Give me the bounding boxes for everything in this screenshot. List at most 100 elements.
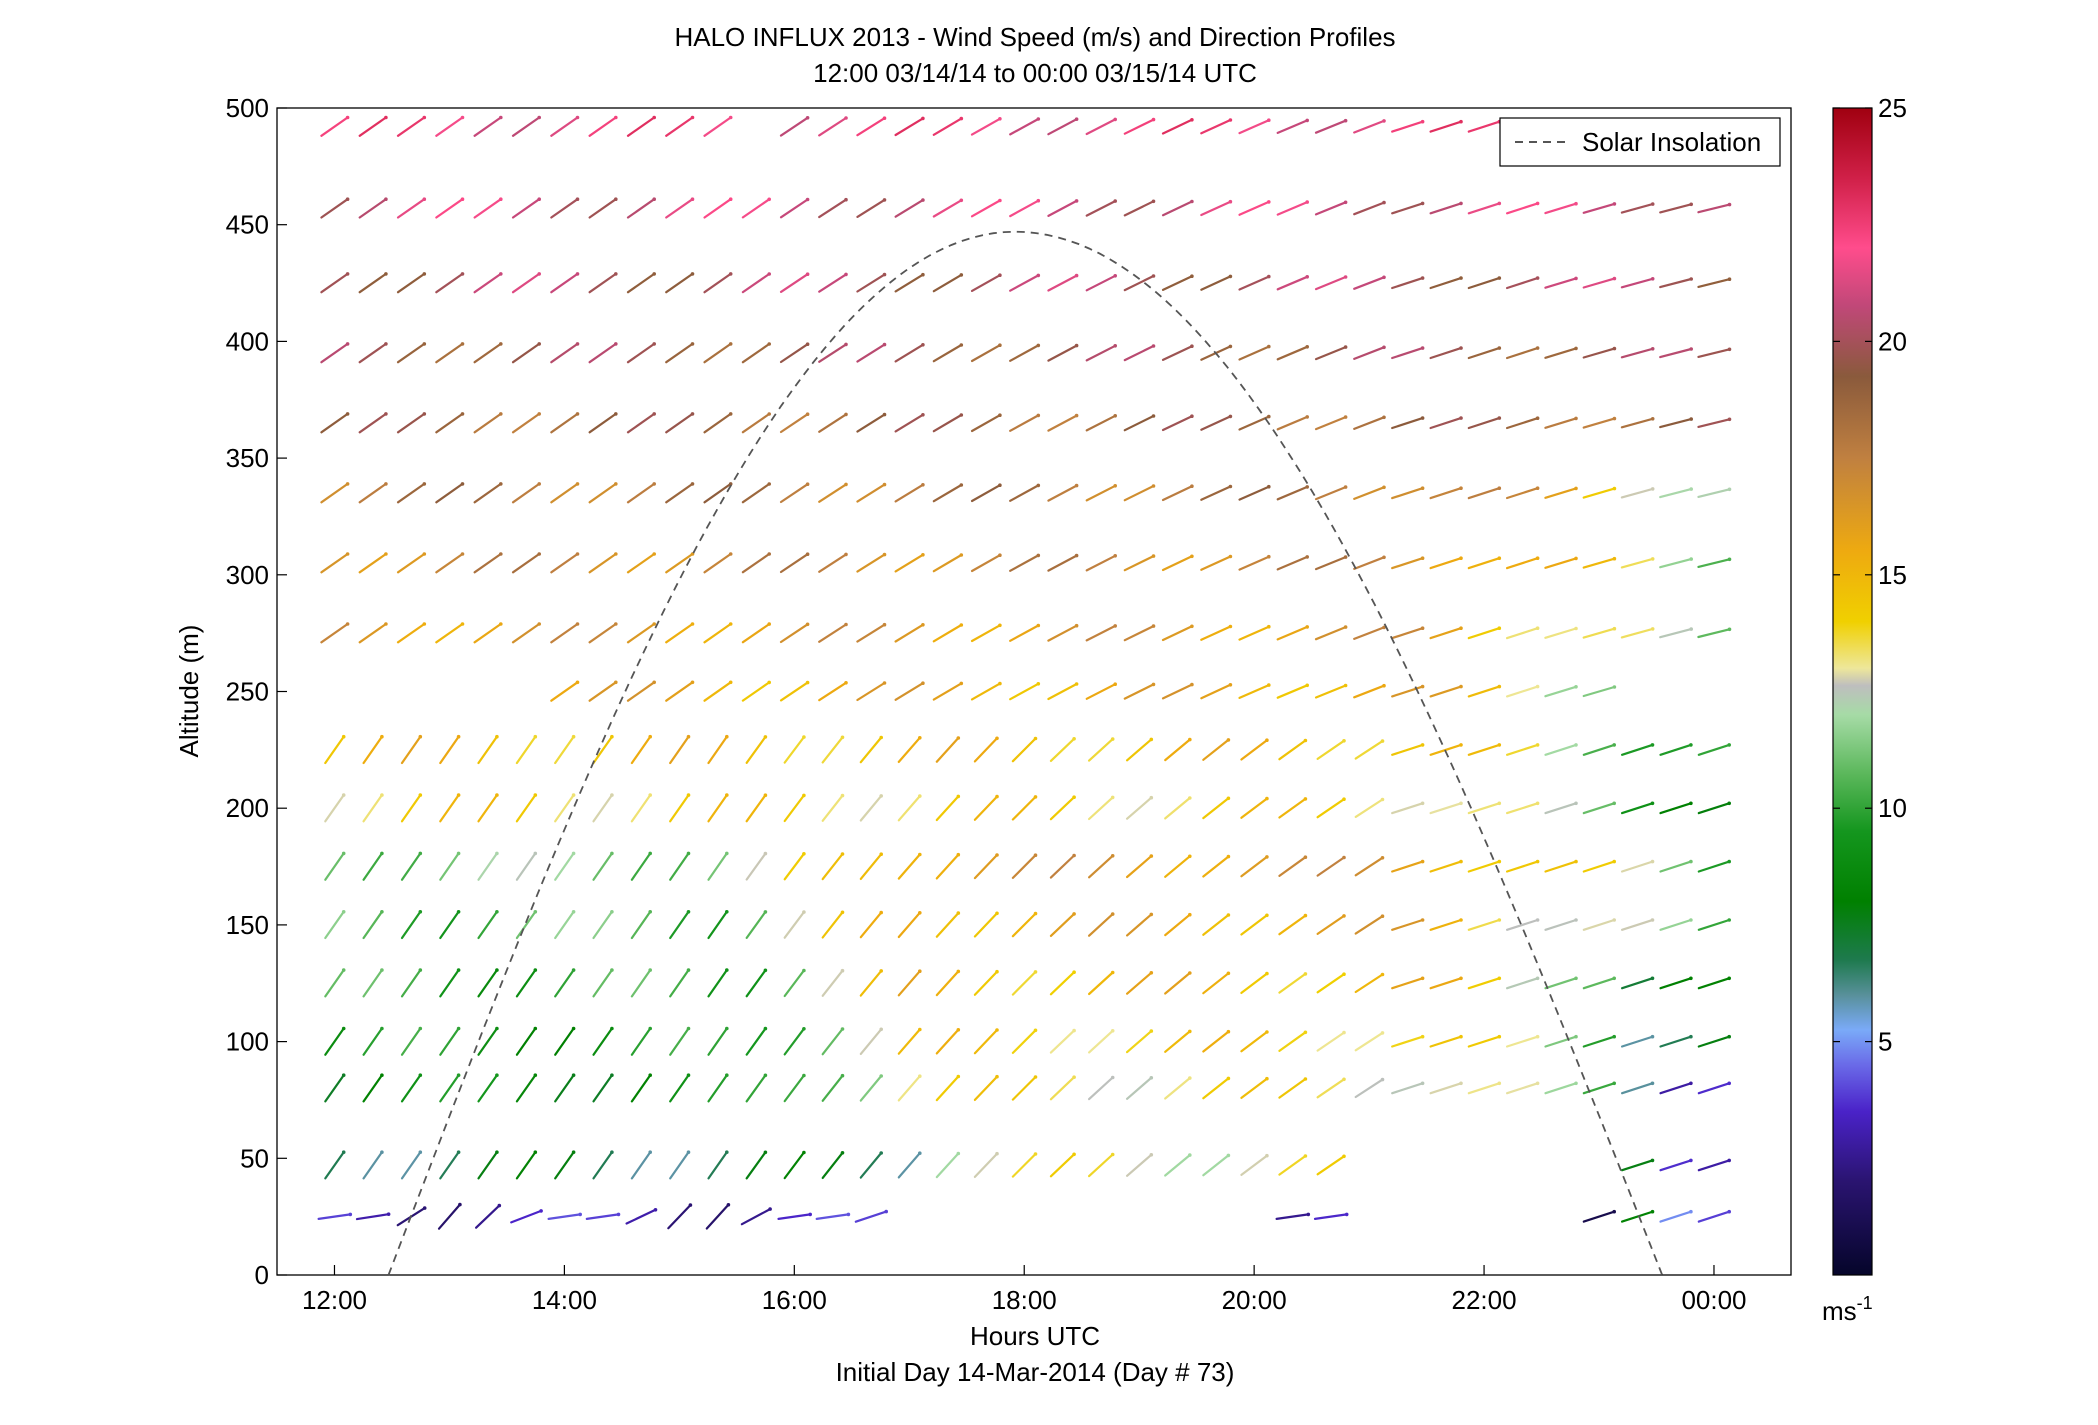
wind-arrow-head bbox=[1033, 736, 1038, 741]
wind-arrow-shaft bbox=[970, 554, 1002, 573]
wind-arrow-head bbox=[882, 412, 887, 417]
wind-arrow-head bbox=[1689, 976, 1693, 981]
wind-arrow bbox=[897, 1027, 922, 1055]
wind-arrow-shaft bbox=[1582, 1210, 1616, 1223]
wind-arrow-shaft bbox=[324, 1151, 345, 1180]
wind-arrow-head bbox=[1113, 554, 1117, 558]
wind-arrow bbox=[1620, 1209, 1655, 1223]
wind-arrow-shaft bbox=[511, 412, 541, 434]
wind-arrow bbox=[1200, 274, 1233, 291]
wind-arrow bbox=[1391, 918, 1425, 931]
wind-arrow bbox=[592, 793, 614, 823]
wind-arrow bbox=[821, 1073, 845, 1102]
wind-arrow bbox=[511, 552, 541, 574]
wind-arrow-head bbox=[725, 1073, 729, 1077]
wind-arrow-head bbox=[386, 1212, 391, 1216]
wind-arrow-shaft bbox=[1164, 913, 1191, 937]
wind-arrow-head bbox=[616, 1212, 621, 1217]
wind-arrow bbox=[1047, 117, 1079, 136]
y-tick-label: 300 bbox=[226, 560, 269, 590]
wind-arrow bbox=[626, 482, 656, 504]
wind-arrow bbox=[511, 622, 541, 644]
wind-arrow-head bbox=[763, 851, 768, 856]
wind-arrow-shaft bbox=[550, 552, 579, 574]
wind-arrow bbox=[473, 622, 503, 644]
wind-arrow bbox=[1429, 556, 1463, 570]
wind-arrow-head bbox=[1188, 1029, 1192, 1034]
wind-arrow-head bbox=[882, 552, 887, 557]
wind-arrow-head bbox=[846, 1212, 851, 1217]
wind-arrow-head bbox=[341, 851, 346, 856]
wind-arrow bbox=[550, 680, 580, 702]
wind-arrow bbox=[1697, 557, 1732, 569]
wind-arrow bbox=[1125, 1029, 1154, 1054]
x-axis: 12:00 14:00 16:00 18:00 20:00 22:00 00:00 bbox=[302, 1265, 1747, 1315]
wind-arrow-head bbox=[686, 1073, 691, 1077]
wind-arrow bbox=[1391, 626, 1425, 640]
wind-arrow-head bbox=[456, 1150, 461, 1154]
wind-arrow-shaft bbox=[1429, 277, 1463, 290]
wind-arrow-head bbox=[1226, 1153, 1231, 1158]
wind-arrow-head bbox=[1689, 347, 1693, 351]
wind-arrow-shaft bbox=[1620, 417, 1654, 429]
wind-arrow bbox=[821, 735, 845, 764]
wind-arrow-head bbox=[1497, 859, 1502, 864]
wind-arrow-head bbox=[1689, 1158, 1693, 1163]
wind-arrow bbox=[1505, 918, 1540, 931]
wind-arrow bbox=[1276, 200, 1309, 216]
wind-arrow-head bbox=[805, 680, 810, 685]
wind-arrow-head bbox=[1574, 1034, 1578, 1039]
wind-arrow bbox=[1161, 624, 1194, 642]
wind-arrow-shaft bbox=[1009, 484, 1040, 502]
wind-arrow-shaft bbox=[1278, 1154, 1307, 1176]
wind-arrow-shaft bbox=[1161, 415, 1194, 432]
wind-arrow-shaft bbox=[1009, 117, 1040, 136]
wind-arrow bbox=[935, 1074, 961, 1102]
wind-arrow bbox=[815, 1212, 851, 1221]
wind-arrow-shaft bbox=[783, 794, 806, 823]
wind-arrow bbox=[1047, 623, 1079, 642]
wind-arrow-head bbox=[805, 622, 810, 627]
wind-arrow-shaft bbox=[320, 482, 349, 504]
wind-arrow-head bbox=[495, 968, 499, 972]
wind-arrow bbox=[592, 1073, 614, 1103]
wind-arrow-head bbox=[844, 197, 848, 202]
wind-arrow-shaft bbox=[1240, 1030, 1269, 1053]
wind-arrow-shaft bbox=[1049, 1029, 1076, 1054]
wind-arrow-head bbox=[384, 482, 388, 486]
wind-arrow-shaft bbox=[473, 198, 502, 219]
wind-arrow bbox=[1391, 684, 1425, 698]
wind-arrow-shaft bbox=[783, 852, 806, 881]
wind-arrow-shaft bbox=[856, 553, 886, 573]
wind-arrow-head bbox=[571, 968, 576, 972]
wind-arrow-shaft bbox=[554, 852, 575, 881]
wind-arrow-shaft bbox=[1659, 557, 1693, 569]
wind-arrow bbox=[897, 911, 922, 939]
wind-arrow-head bbox=[460, 482, 465, 486]
wind-arrow bbox=[362, 793, 384, 823]
wind-arrow-shaft bbox=[1123, 414, 1155, 432]
wind-arrow bbox=[473, 342, 503, 364]
wind-arrow-head bbox=[1650, 557, 1655, 561]
wind-arrow-shaft bbox=[1429, 120, 1463, 133]
wind-arrow-head bbox=[686, 1026, 691, 1031]
colorbar-unit-label: ms-1 bbox=[1822, 1293, 1873, 1326]
wind-arrow-head bbox=[1535, 918, 1540, 922]
wind-arrow bbox=[511, 412, 541, 434]
wind-arrow-shaft bbox=[1011, 737, 1037, 763]
wind-arrow-head bbox=[648, 793, 652, 797]
wind-arrow-head bbox=[1151, 682, 1156, 687]
wind-arrow bbox=[1240, 855, 1269, 878]
wind-arrow-shaft bbox=[1505, 347, 1539, 360]
wind-arrow-shaft bbox=[1276, 275, 1309, 291]
wind-arrow-head bbox=[956, 1151, 961, 1156]
wind-arrow bbox=[1202, 1029, 1231, 1053]
wind-arrow bbox=[1391, 276, 1425, 290]
wind-arrow-head bbox=[998, 198, 1002, 203]
wind-arrow-head bbox=[1497, 801, 1502, 806]
wind-arrow-head bbox=[918, 1151, 922, 1155]
wind-arrow-head bbox=[1612, 685, 1617, 689]
wind-arrow-shaft bbox=[1087, 912, 1114, 937]
wind-arrow bbox=[396, 342, 427, 364]
wind-arrow bbox=[935, 911, 961, 938]
